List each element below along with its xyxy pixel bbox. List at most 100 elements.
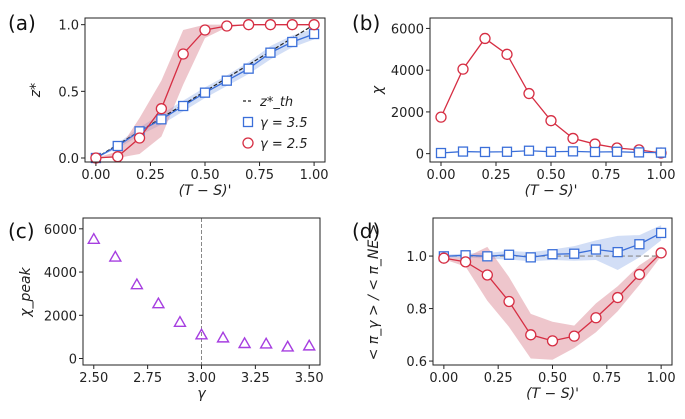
data-point-square [633, 147, 645, 158]
data-point-circle [308, 19, 320, 31]
x-tick-label: 0.50 [537, 168, 566, 183]
data-point-square [545, 146, 557, 157]
x-tick-label: 2.75 [133, 371, 162, 386]
data-point-circle [612, 291, 624, 304]
axes-frame [429, 17, 673, 163]
data-point-square [112, 140, 123, 152]
data-point-circle [435, 111, 447, 123]
data-point-square [265, 47, 276, 58]
data-point-triangle [151, 296, 166, 309]
data-point-square [547, 249, 558, 260]
data-point-circle [546, 335, 559, 347]
x-tick-label: 0.50 [538, 371, 567, 386]
panel-c: 2.50 2.75 3.00 3.25 3.50 0 2000 4000 6000 γ χ_peak… [8, 217, 324, 402]
data-point-square [589, 146, 601, 158]
x-axis-label: (T − S)' [179, 183, 232, 199]
data-point-circle [633, 268, 646, 281]
data-point-circle [501, 48, 513, 60]
series-line-circle [440, 37, 662, 154]
legend: z*_th γ = 3.5 γ = 2.5 [242, 95, 308, 152]
data-point-circle [568, 330, 580, 342]
data-point-square [221, 75, 232, 86]
data-point-triangle [216, 330, 230, 343]
data-point-circle [286, 19, 298, 31]
data-point-circle [177, 48, 189, 60]
data-point-square [567, 146, 579, 157]
data-point-square [199, 87, 211, 98]
data-point-square [569, 248, 580, 259]
data-point-square [655, 147, 667, 158]
data-point-square [590, 244, 602, 255]
data-point-triangle [302, 338, 316, 351]
y-axis-label: χ [370, 85, 386, 95]
x-tick-label: 1.00 [300, 168, 329, 183]
data-point-circle [503, 295, 515, 308]
y-tick-label: 4000 [44, 266, 77, 281]
y-tick-label: 0.5 [58, 85, 79, 100]
y-tick-label: 6000 [391, 22, 424, 37]
y-axis-label: < π_γ > / < π_NE > [366, 224, 382, 361]
confidence-band-circle [443, 246, 662, 360]
legend-entry-label: γ = 2.5 [260, 137, 308, 152]
data-point-square [156, 114, 167, 125]
y-tick-label: 0.0 [58, 152, 79, 167]
y-tick-label: 1.0 [406, 250, 427, 265]
data-point-triangle [237, 336, 252, 349]
data-point-circle [525, 329, 537, 341]
x-tick-label: 0.25 [482, 168, 511, 183]
x-tick-label: 0.00 [427, 168, 456, 183]
legend-square-icon [242, 116, 254, 128]
data-point-circle [221, 20, 233, 32]
y-axis-label: z* [28, 83, 44, 98]
panel-b: 0.00 0.25 0.50 0.75 1.00 0 2000 4000 6000 (T − S)… [352, 11, 675, 199]
data-point-triangle [130, 277, 144, 290]
data-point-triangle [173, 315, 187, 328]
data-point-circle [242, 19, 255, 31]
panel-label: (a) [8, 11, 36, 35]
y-tick-label: 6000 [44, 223, 77, 238]
data-point-square [655, 227, 667, 239]
y-tick-label: 0 [69, 353, 77, 368]
panel-a: 0.00 0.25 0.50 0.75 1.00 0.0 0.5 1.0 (T − S)' z* (… [8, 11, 329, 199]
x-axis-label: (T − S)' [526, 386, 579, 402]
data-point-square [457, 146, 469, 157]
data-point-square [611, 146, 623, 157]
data-point-circle [133, 132, 146, 144]
data-point-triangle [194, 327, 209, 340]
panel-label: (d) [352, 219, 380, 243]
data-point-square [612, 246, 623, 258]
x-tick-label: 2.50 [79, 371, 108, 386]
x-tick-label: 0.75 [245, 168, 274, 183]
data-point-circle [590, 312, 602, 324]
x-axis-label: γ [197, 386, 206, 402]
y-tick-label: 2000 [391, 106, 424, 121]
data-point-circle [264, 19, 277, 31]
data-point-triangle [259, 336, 273, 349]
y-tick-label: 0.6 [406, 355, 427, 370]
data-point-square [501, 146, 513, 157]
data-point-square [308, 28, 320, 40]
x-tick-label: 0.75 [592, 371, 621, 386]
data-point-square [435, 147, 447, 159]
data-point-circle [523, 87, 535, 100]
data-point-circle [479, 32, 491, 45]
data-point-square [482, 251, 493, 262]
data-point-square [525, 252, 536, 263]
data-point-circle [199, 24, 211, 36]
data-point-triangle [280, 339, 295, 352]
legend-circle-icon [242, 137, 254, 149]
data-point-circle [457, 63, 469, 75]
data-point-circle [112, 151, 124, 163]
x-axis-label: (T − S)' [525, 183, 578, 199]
x-tick-label: 3.50 [295, 371, 324, 386]
data-point-circle [545, 115, 557, 127]
y-axis-label: χ_peak [18, 266, 34, 317]
data-point-triangle [108, 250, 123, 262]
x-tick-label: 0.25 [484, 371, 513, 386]
data-point-triangle [87, 232, 101, 245]
x-tick-label: 0.00 [81, 168, 110, 183]
data-point-circle [655, 247, 667, 259]
x-tick-label: 0.25 [136, 168, 165, 183]
data-point-circle [459, 256, 472, 268]
